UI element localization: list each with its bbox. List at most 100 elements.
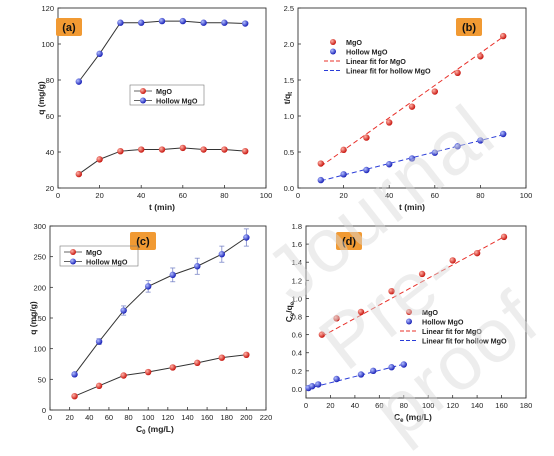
legend-label: Linear fit for hollow MgO <box>346 67 431 76</box>
x-tick-label: 40 <box>85 413 93 422</box>
y-tick-label: 0.5 <box>284 148 294 157</box>
panel-label: (c) <box>130 232 156 250</box>
data-point-hollow-mgo <box>431 149 438 156</box>
legend-label: Hollow MgO <box>156 97 198 106</box>
data-point-hollow-mgo <box>333 375 340 383</box>
legend-label: MgO <box>86 248 102 257</box>
x-tick-label: 140 <box>181 413 194 422</box>
data-point-mgo <box>138 146 145 153</box>
data-point-hollow-mgo <box>221 19 228 26</box>
panel-label: (b) <box>456 18 482 36</box>
data-point-hollow-mgo <box>317 176 324 184</box>
y-tick-label: 50 <box>38 375 46 384</box>
legend-marker <box>406 309 412 315</box>
panel-label: (d) <box>336 232 362 250</box>
x-tick-label: 80 <box>220 191 228 200</box>
data-point-hollow-mgo <box>370 367 377 375</box>
x-axis-title: t (min) <box>399 202 425 212</box>
data-point-hollow-mgo <box>500 130 507 138</box>
series-line-hollow-mgo <box>78 20 246 82</box>
data-point-hollow-mgo <box>242 20 249 27</box>
data-point-hollow-mgo <box>454 143 461 150</box>
y-tick-label: 2.0 <box>284 40 294 49</box>
legend-label: Linear fit for MgO <box>422 327 482 336</box>
x-tick-label: 200 <box>240 413 253 422</box>
data-point-mgo <box>363 134 370 141</box>
data-point-mgo <box>120 372 127 379</box>
x-tick-label: 180 <box>520 401 533 410</box>
legend-label: Hollow MgO <box>346 48 388 57</box>
x-tick-label: 120 <box>446 401 459 410</box>
data-point-mgo <box>340 146 347 154</box>
data-point-hollow-mgo <box>169 271 176 279</box>
data-point-hollow-mgo <box>96 50 103 58</box>
data-point-mgo <box>169 364 176 371</box>
y-tick-label: 1.4 <box>292 258 302 267</box>
panel-label-text: (b) <box>462 22 476 34</box>
x-tick-label: 100 <box>520 191 533 200</box>
x-tick-label: 40 <box>351 401 359 410</box>
panel-label: (a) <box>56 18 82 36</box>
x-tick-label: 0 <box>56 191 60 200</box>
legend-marker <box>70 258 76 265</box>
panel-label-text: (d) <box>342 236 356 248</box>
x-tick-label: 140 <box>471 401 484 410</box>
legend-marker <box>70 249 76 255</box>
y-tick-label: 0 <box>42 406 46 415</box>
data-point-hollow-mgo <box>340 171 347 178</box>
data-point-mgo <box>477 53 484 60</box>
y-tick-label: 100 <box>41 40 54 49</box>
y-tick-label: 60 <box>46 112 54 121</box>
fit-line-mgo <box>320 36 504 167</box>
legend-label: Hollow MgO <box>86 258 128 267</box>
y-tick-label: 300 <box>33 222 46 231</box>
legend-label: MgO <box>156 87 172 96</box>
data-point-hollow-mgo <box>138 19 145 26</box>
data-point-mgo <box>194 359 201 367</box>
x-tick-label: 120 <box>162 413 175 422</box>
legend-marker <box>140 88 146 94</box>
data-point-mgo <box>449 257 456 264</box>
data-point-hollow-mgo <box>357 371 365 378</box>
x-tick-label: 100 <box>260 191 273 200</box>
data-point-mgo <box>117 147 124 155</box>
data-point-mgo <box>221 146 228 153</box>
data-point-mgo <box>357 308 365 316</box>
data-point-hollow-mgo <box>400 361 407 368</box>
data-point-mgo <box>179 144 186 152</box>
data-point-mgo <box>500 32 507 40</box>
data-point-mgo <box>333 315 340 322</box>
data-point-hollow-mgo <box>408 155 416 162</box>
y-tick-label: 0.0 <box>292 385 302 394</box>
data-point-mgo <box>454 69 461 77</box>
x-tick-label: 60 <box>179 191 187 200</box>
data-point-hollow-mgo <box>194 263 201 270</box>
x-tick-label: 80 <box>476 191 484 200</box>
x-tick-label: 20 <box>95 191 103 200</box>
data-point-mgo <box>318 331 326 338</box>
y-tick-label: 20 <box>46 184 54 193</box>
y-tick-label: 1.0 <box>292 294 302 303</box>
legend-marker <box>330 48 336 55</box>
legend-frame <box>129 84 205 106</box>
y-tick-label: 2.5 <box>284 4 294 13</box>
y-tick-label: 100 <box>33 345 46 354</box>
legend-label: Linear fit for MgO <box>346 57 406 66</box>
x-tick-label: 160 <box>201 413 214 422</box>
chart-panel-3: 0 20 40 60 80 100 120 140 160 180 200 220 0 50 100 150 2… <box>28 222 272 436</box>
data-point-hollow-mgo <box>477 137 484 144</box>
x-tick-label: 20 <box>65 413 73 422</box>
x-tick-label: 0 <box>304 401 308 410</box>
data-point-mgo <box>96 156 103 163</box>
plot-frame <box>57 7 267 189</box>
y-axis-title: Ce/qe <box>284 301 296 322</box>
data-point-mgo <box>144 368 152 376</box>
plot-frame <box>49 225 267 411</box>
data-point-mgo <box>431 88 438 95</box>
y-tick-label: 0.2 <box>292 367 302 376</box>
panel-label-box <box>456 18 482 36</box>
data-point-mgo <box>218 354 226 361</box>
